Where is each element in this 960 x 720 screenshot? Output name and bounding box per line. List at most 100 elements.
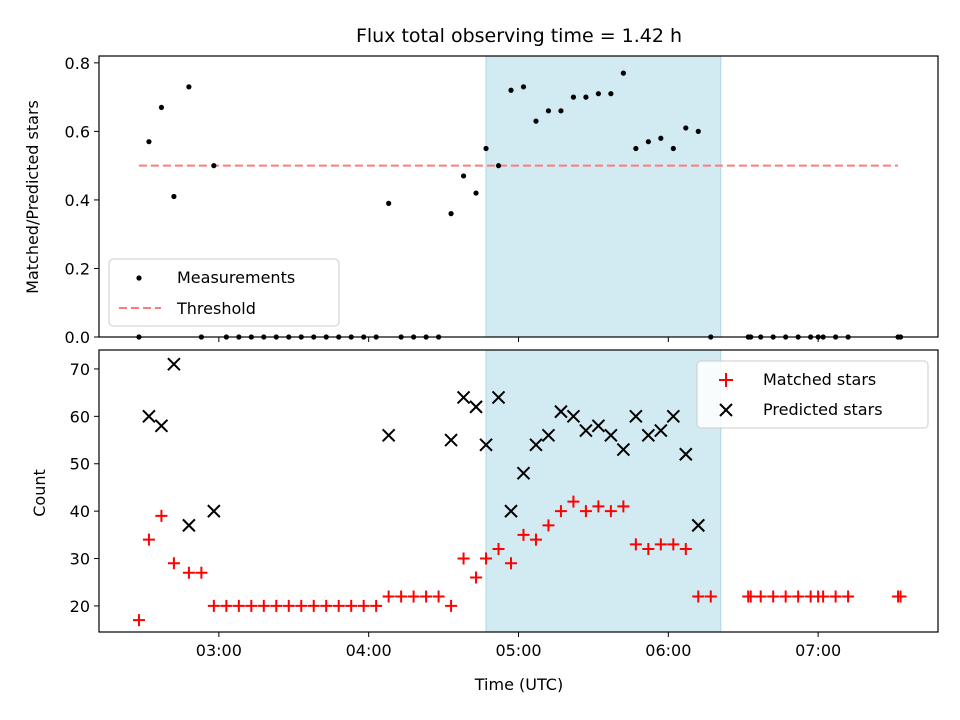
measurement-point [620, 70, 626, 76]
matched-star-point [257, 599, 270, 612]
top-y-tick-label: 0.6 [65, 122, 90, 141]
bottom-y-tick-label: 20 [70, 597, 90, 616]
matched-star-point [382, 590, 395, 603]
chart-title: Flux total observing time = 1.42 h [356, 25, 682, 47]
bottom-y-tick-label: 30 [70, 550, 90, 569]
bottom-y-tick-label: 70 [70, 360, 90, 379]
measurement-point [495, 163, 502, 169]
measurement-point [171, 193, 177, 200]
predicted-star-point [479, 438, 493, 452]
bottom-y-tick-label: 60 [70, 407, 90, 426]
matched-star-point [155, 509, 168, 522]
matched-star-point [617, 500, 630, 513]
measurement-point [595, 91, 602, 97]
predicted-star-point [142, 409, 156, 424]
predicted-star-point [629, 409, 643, 424]
matched-star-point [667, 538, 680, 551]
matched-star-point [592, 500, 605, 513]
legend-measurements-label: Measurements [177, 268, 295, 287]
matched-star-point [370, 599, 383, 612]
matched-star-point [332, 599, 345, 612]
measurement-point [583, 94, 589, 100]
measurement-point [473, 190, 479, 196]
bottom-legend-box [696, 360, 929, 429]
matched-star-point [554, 505, 567, 518]
top-shaded-span [485, 55, 722, 338]
measurement-point [683, 125, 689, 131]
matched-star-point [692, 590, 705, 603]
measurement-point [608, 91, 614, 97]
matched-star-point [132, 614, 145, 627]
predicted-star-point [516, 466, 531, 480]
matched-star-point [704, 590, 717, 603]
x-tick-label: 04:00 [346, 641, 392, 660]
matched-star-point [654, 538, 667, 551]
measurement-point [670, 145, 676, 152]
matched-star-point [894, 590, 907, 603]
matched-star-point [480, 552, 493, 565]
predicted-star-point [456, 390, 471, 405]
matched-star-point [629, 538, 642, 551]
predicted-star-point [666, 409, 681, 424]
top-y-axis-label: Matched/Predicted stars [23, 100, 42, 294]
measurement-point [545, 108, 552, 114]
matched-star-point [142, 533, 155, 546]
measurement-point [633, 145, 639, 152]
predicted-star-point [579, 423, 593, 438]
matched-star-point [307, 599, 320, 612]
matched-star-point [407, 590, 420, 603]
matched-star-point [517, 528, 530, 541]
top-y-tick-label: 0.4 [65, 191, 90, 210]
matched-star-point [579, 505, 592, 518]
measurement-point [146, 139, 152, 145]
measurement-point [483, 145, 489, 152]
predicted-star-point [641, 428, 656, 443]
measurement-point [186, 84, 192, 90]
x-axis-label: Time (UTC) [474, 675, 563, 694]
predicted-star-point [491, 390, 506, 405]
matched-star-point [345, 599, 358, 612]
predicted-star-point [444, 433, 458, 447]
matched-star-point [207, 599, 220, 612]
bottom-y-tick-label: 40 [70, 502, 90, 521]
matched-star-point [470, 571, 483, 584]
measurement-point [448, 211, 454, 217]
bottom-shaded-span [485, 349, 722, 633]
matched-star-point [604, 505, 617, 518]
matched-star-point [817, 590, 830, 603]
top-y-tick-label: 0.8 [65, 54, 90, 73]
matched-star-point [505, 557, 518, 570]
legend-matched-label: Matched stars [763, 370, 876, 389]
bottom-panel: 20 30 40 50 60 70 03:00 04:00 05:00 06:00 07:00 C… [30, 349, 939, 694]
matched-star-point [432, 590, 445, 603]
legend-measurement-marker [136, 275, 142, 281]
matched-star-point [529, 533, 542, 546]
predicted-star-point [381, 428, 396, 443]
matched-star-point [842, 590, 855, 603]
measurement-point [158, 104, 165, 111]
legend-matched-marker [719, 373, 733, 387]
matched-star-point [357, 599, 370, 612]
top-panel: 0.00.20.40.60.8 Matched/Predicted stars … [23, 54, 939, 347]
matched-star-point [195, 566, 208, 579]
predicted-star-point [691, 518, 705, 533]
top-legend: Measurements Threshold [108, 258, 340, 327]
measurement-point [386, 200, 392, 206]
measurement-point [520, 84, 527, 90]
predicted-star-point [591, 419, 606, 433]
matched-star-point [754, 590, 767, 603]
predicted-star-point [167, 357, 181, 371]
matched-star-point [829, 590, 842, 603]
matched-star-point [245, 599, 258, 612]
matched-star-point [642, 543, 655, 556]
top-y-ticks: 0.0 0.2 0.4 0.6 0.8 [65, 54, 99, 347]
predicted-star-point [504, 504, 518, 518]
x-tick-label: 03:00 [196, 641, 242, 660]
predicted-star-point [182, 518, 196, 533]
top-legend-box [108, 258, 340, 327]
matched-star-point [270, 599, 283, 612]
matched-star-point [492, 543, 505, 556]
predicted-star-point [616, 442, 631, 457]
bottom-y-ticks: 20 30 40 50 60 70 [70, 360, 99, 616]
legend-predicted-label: Predicted stars [763, 400, 883, 419]
